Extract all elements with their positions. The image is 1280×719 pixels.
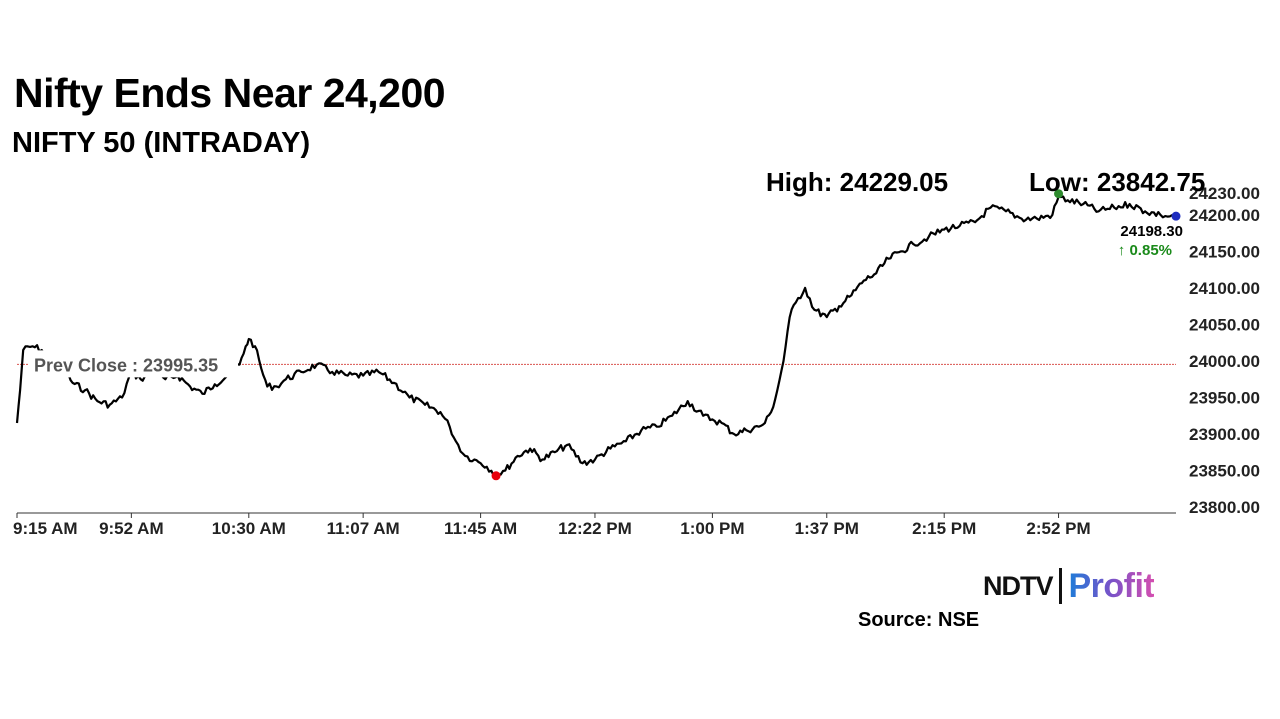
x-tick-label: 1:37 PM xyxy=(795,519,859,538)
y-tick-label: 23900.00 xyxy=(1189,425,1260,444)
prev-close-label-bg xyxy=(28,350,238,378)
brand-divider xyxy=(1058,568,1062,604)
low-point-marker xyxy=(491,471,501,481)
x-tick-label: 11:07 AM xyxy=(327,519,400,538)
source-note: Source: NSE xyxy=(858,609,980,631)
x-tick-label: 10:30 AM xyxy=(212,519,286,538)
high-point-marker xyxy=(1054,189,1064,199)
y-tick-label: 23850.00 xyxy=(1189,461,1260,480)
prev-close-label: Prev Close : 23995.35 xyxy=(34,355,218,375)
price-series-line xyxy=(15,195,1177,477)
brand-ndtv: NDTV xyxy=(983,570,1053,601)
x-tick-label: 11:45 AM xyxy=(444,519,517,538)
last-value-label: 24198.30 xyxy=(1120,223,1183,240)
chart-title: Nifty Ends Near 24,200 xyxy=(14,70,446,116)
ndtv-profit-logo: NDTV Profit xyxy=(983,566,1155,606)
x-tick-label: 2:15 PM xyxy=(912,519,976,538)
change-percent-label: ↑ 0.85% xyxy=(1118,242,1172,259)
y-tick-label: 24150.00 xyxy=(1189,242,1260,261)
chart-subtitle: NIFTY 50 (INTRADAY) xyxy=(12,127,311,159)
brand-profit: Profit xyxy=(1068,566,1155,605)
x-tick-label: 2:52 PM xyxy=(1026,519,1090,538)
x-tick-label: 12:22 PM xyxy=(558,519,632,538)
high-value-label: High: 24229.05 xyxy=(766,167,949,197)
y-tick-label: 24100.00 xyxy=(1189,279,1260,298)
last-point-marker xyxy=(1171,211,1181,221)
y-tick-label: 24200.00 xyxy=(1189,206,1260,225)
x-tick-label: 9:15 AM xyxy=(13,519,78,538)
x-tick-label: 1:00 PM xyxy=(680,519,744,538)
y-tick-label: 24000.00 xyxy=(1189,352,1260,371)
y-tick-label: 24050.00 xyxy=(1189,315,1260,334)
low-value-label: Low: 23842.75 xyxy=(1029,167,1206,197)
y-tick-label: 23950.00 xyxy=(1189,388,1260,407)
x-tick-label: 9:52 AM xyxy=(99,519,164,538)
y-tick-label: 24230.00 xyxy=(1189,184,1260,203)
y-tick-label: 23800.00 xyxy=(1189,498,1260,517)
